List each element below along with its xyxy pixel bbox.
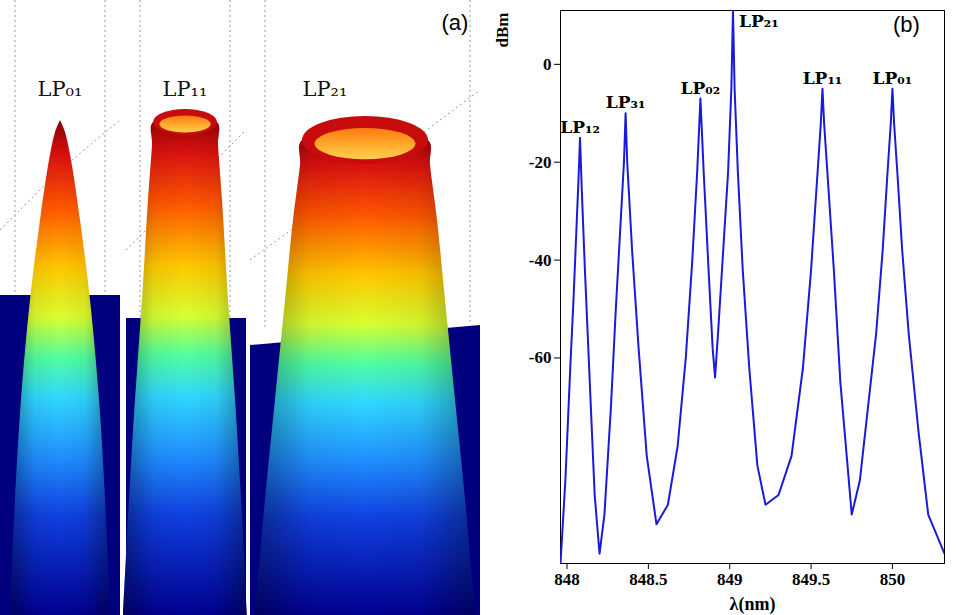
svg-text:LP₀₂: LP₀₂ <box>681 78 721 98</box>
svg-text:LP₀₁: LP₀₁ <box>873 68 913 88</box>
svg-text:-60: -60 <box>529 348 552 367</box>
svg-text:850: 850 <box>880 570 906 589</box>
html-text:(b): (b) <box>893 12 920 37</box>
svg-text:λ(nm): λ(nm) <box>730 594 776 615</box>
svg-text:LP₁₂: LP₁₂ <box>560 117 600 137</box>
svg-text:LP₀₁: LP₀₁ <box>38 77 83 101</box>
svg-text:LP₁₁: LP₁₁ <box>803 68 843 88</box>
svg-text:848: 848 <box>554 570 580 589</box>
svg-text:LP₂₁: LP₂₁ <box>739 11 779 31</box>
svg-text:LP₂₁: LP₂₁ <box>303 77 348 101</box>
svg-text:0: 0 <box>543 55 552 74</box>
svg-text:849.5: 849.5 <box>792 570 830 589</box>
svg-text:dBm: dBm <box>493 13 512 48</box>
svg-text:848.5: 848.5 <box>629 570 667 589</box>
svg-text:(a): (a) <box>442 10 469 35</box>
svg-text:-20: -20 <box>529 153 552 172</box>
svg-text:LP₃₁: LP₃₁ <box>606 92 646 112</box>
svg-text:849: 849 <box>717 570 743 589</box>
svg-text:-40: -40 <box>529 251 552 270</box>
svg-text:LP₁₁: LP₁₁ <box>163 77 208 101</box>
